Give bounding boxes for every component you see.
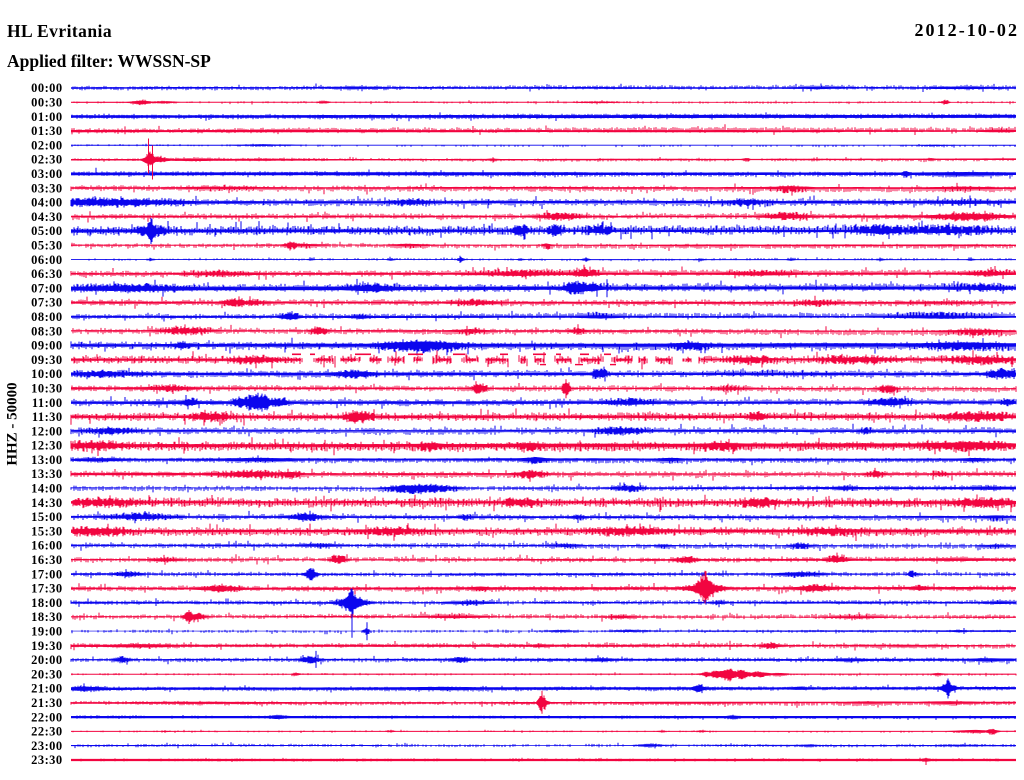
svg-text:07:00: 07:00 [31, 281, 62, 295]
svg-text:15:00: 15:00 [31, 510, 62, 524]
svg-text:12:00: 12:00 [31, 424, 62, 438]
svg-text:01:30: 01:30 [31, 124, 62, 138]
svg-text:18:30: 18:30 [31, 610, 62, 624]
svg-text:20:30: 20:30 [31, 667, 62, 681]
svg-text:23:30: 23:30 [31, 753, 62, 767]
svg-text:14:00: 14:00 [31, 482, 62, 496]
svg-text:19:00: 19:00 [31, 625, 62, 639]
svg-text:09:30: 09:30 [31, 353, 62, 367]
svg-text:04:30: 04:30 [31, 210, 62, 224]
svg-text:10:00: 10:00 [31, 367, 62, 381]
svg-text:16:00: 16:00 [31, 539, 62, 553]
svg-text:21:00: 21:00 [31, 682, 62, 696]
svg-text:03:00: 03:00 [31, 167, 62, 181]
svg-text:06:00: 06:00 [31, 253, 62, 267]
svg-text:00:00: 00:00 [31, 81, 62, 95]
svg-text:23:00: 23:00 [31, 739, 62, 753]
svg-text:12:30: 12:30 [31, 439, 62, 453]
svg-text:08:30: 08:30 [31, 324, 62, 338]
svg-text:13:30: 13:30 [31, 467, 62, 481]
svg-text:17:00: 17:00 [31, 567, 62, 581]
svg-text:15:30: 15:30 [31, 524, 62, 538]
svg-text:06:30: 06:30 [31, 267, 62, 281]
svg-text:19:30: 19:30 [31, 639, 62, 653]
svg-text:13:00: 13:00 [31, 453, 62, 467]
svg-text:02:00: 02:00 [31, 138, 62, 152]
svg-text:05:00: 05:00 [31, 224, 62, 238]
svg-text:14:30: 14:30 [31, 496, 62, 510]
svg-text:22:30: 22:30 [31, 725, 62, 739]
svg-text:00:30: 00:30 [31, 96, 62, 110]
svg-text:01:00: 01:00 [31, 110, 62, 124]
svg-text:03:30: 03:30 [31, 181, 62, 195]
svg-text:05:30: 05:30 [31, 239, 62, 253]
svg-text:08:00: 08:00 [31, 310, 62, 324]
svg-text:09:00: 09:00 [31, 339, 62, 353]
svg-text:20:00: 20:00 [31, 653, 62, 667]
svg-text:HL Evritania: HL Evritania [7, 21, 112, 41]
svg-text:2012-10-02: 2012-10-02 [915, 20, 1020, 40]
svg-text:11:00: 11:00 [32, 396, 63, 410]
svg-text:HHZ - 50000: HHZ - 50000 [5, 382, 21, 465]
svg-text:17:30: 17:30 [31, 582, 62, 596]
svg-text:11:30: 11:30 [32, 410, 63, 424]
svg-text:07:30: 07:30 [31, 296, 62, 310]
svg-text:04:00: 04:00 [31, 196, 62, 210]
svg-text:10:30: 10:30 [31, 382, 62, 396]
svg-text:Applied filter: WWSSN-SP: Applied filter: WWSSN-SP [7, 51, 211, 71]
svg-text:22:00: 22:00 [31, 710, 62, 724]
svg-text:02:30: 02:30 [31, 153, 62, 167]
svg-text:21:30: 21:30 [31, 696, 62, 710]
svg-text:18:00: 18:00 [31, 596, 62, 610]
svg-text:16:30: 16:30 [31, 553, 62, 567]
